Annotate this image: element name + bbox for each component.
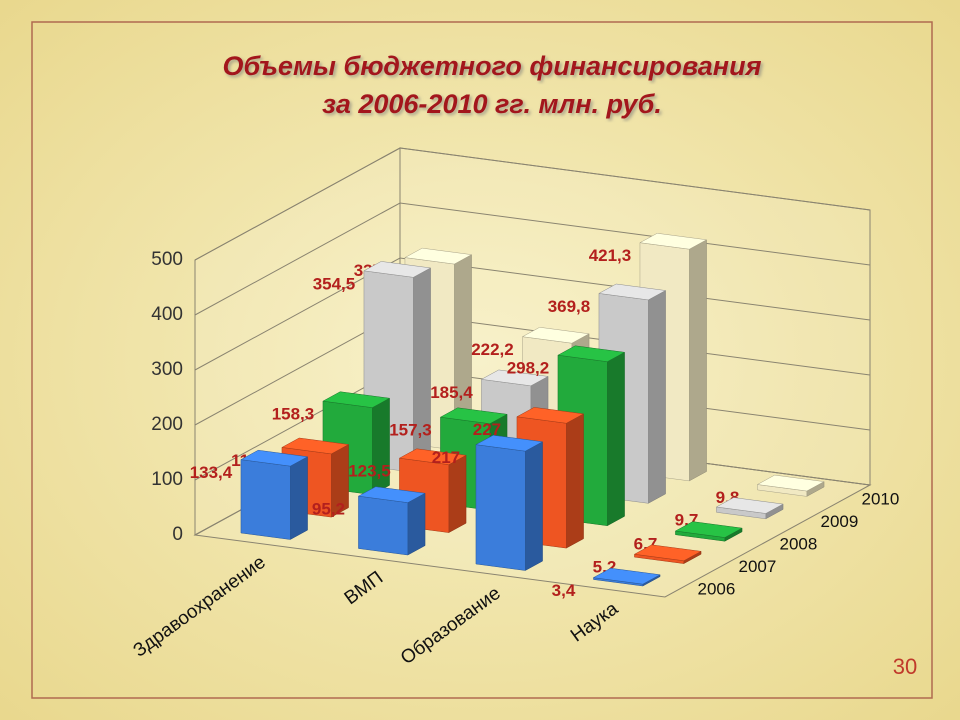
legend-label: 2009: [821, 512, 859, 531]
bar-top: [557, 345, 626, 362]
bar-side: [607, 351, 625, 527]
bar-top: [363, 261, 432, 278]
bar-side: [525, 441, 543, 571]
bar-top: [674, 521, 743, 538]
bar-top: [756, 474, 825, 492]
bar-side: [648, 290, 666, 504]
page-number: 30: [893, 654, 917, 679]
value-label: 185,4: [430, 383, 473, 402]
bar-front: [358, 495, 409, 556]
bar-side: [413, 267, 431, 473]
bar-top: [475, 434, 544, 452]
bar-top: [715, 497, 784, 514]
bar-top: [633, 544, 702, 562]
y-tick-label: 200: [151, 414, 183, 435]
legend-label: 2007: [739, 557, 777, 576]
bar-side: [689, 239, 707, 482]
bar-side: [407, 492, 426, 556]
grid-line: [194, 257, 871, 371]
y-tick-label: 100: [151, 469, 183, 490]
bar: [674, 521, 743, 542]
value-label: 227: [473, 420, 501, 439]
bar-top: [281, 437, 350, 455]
value-label: 133,4: [190, 463, 233, 482]
bar: [633, 544, 702, 565]
y-tick-label: 500: [151, 249, 183, 270]
bar-top: [357, 486, 426, 503]
bar-top: [516, 407, 585, 424]
bar: [357, 486, 426, 556]
bar: [475, 434, 544, 571]
bar: [240, 449, 309, 540]
value-label: 222,2: [471, 340, 514, 359]
grid-line: [194, 202, 871, 316]
frame: [31, 21, 933, 699]
bar-top: [240, 449, 309, 467]
value-label: 158,3: [272, 405, 315, 424]
bar-side: [290, 456, 308, 540]
bar-top: [592, 567, 661, 585]
bar: [715, 497, 784, 520]
bar-top: [598, 283, 667, 301]
chart-title: Объемы бюджетного финансирования: [223, 51, 762, 81]
legend-label: 2010: [862, 490, 900, 509]
value-label: 95,2: [312, 500, 345, 519]
legend-label: 2008: [780, 534, 818, 553]
y-tick-label: 0: [172, 524, 183, 545]
y-tick-label: 400: [151, 304, 183, 325]
bar-top: [439, 407, 508, 424]
value-label: 421,3: [589, 246, 632, 265]
bar-front: [240, 459, 291, 540]
bar-top: [398, 448, 467, 465]
value-label: 217: [432, 448, 460, 467]
bar-front: [475, 444, 526, 571]
value-label: 354,5: [313, 274, 356, 293]
value-label: 157,3: [389, 421, 432, 440]
bar-side: [566, 413, 584, 549]
bar-top: [639, 233, 708, 250]
value-label: 369,8: [548, 297, 591, 316]
bar: [592, 567, 661, 587]
value-label: 3,4: [552, 581, 576, 600]
bar-top: [521, 327, 590, 344]
grid-line: [194, 147, 871, 261]
y-tick-label: 300: [151, 359, 183, 380]
legend-label: 2006: [698, 579, 736, 598]
bar-top: [480, 369, 549, 387]
bar-top: [404, 247, 473, 265]
bar-top: [322, 391, 391, 408]
bar: [756, 474, 825, 497]
value-label: 123,5: [348, 462, 391, 481]
value-label: 298,2: [507, 359, 550, 378]
chart-title: за 2006-2010 гг. млн. руб.: [322, 89, 662, 119]
